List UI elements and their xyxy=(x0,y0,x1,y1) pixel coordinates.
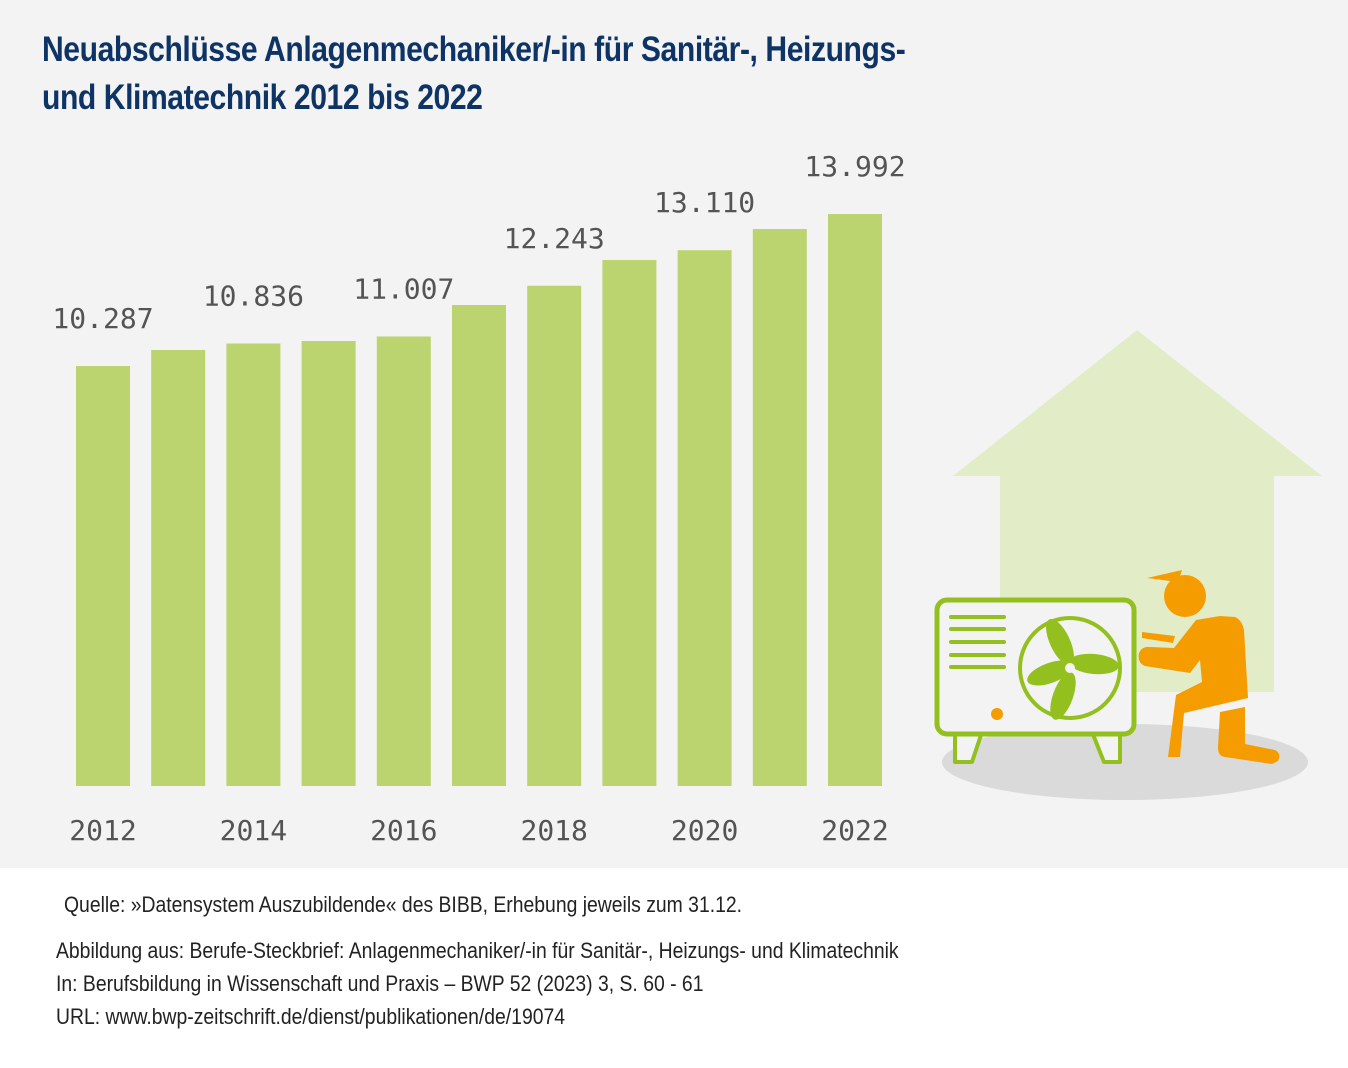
source-url: URL: www.bwp-zeitschrift.de/dienst/publi… xyxy=(56,1004,566,1029)
worker-icon xyxy=(1138,570,1280,764)
figure-reference: Abbildung aus: Berufe-Steckbrief: Anlage… xyxy=(56,938,899,963)
publication-reference: In: Berufsbildung in Wissenschaft und Pr… xyxy=(56,971,704,996)
heat-pump-illustration xyxy=(934,330,1322,800)
bar-2018 xyxy=(527,285,582,786)
value-label-2016: 11.007 xyxy=(353,272,454,305)
bar-2013 xyxy=(151,349,206,786)
chart-footer: Quelle: »Datensystem Auszubildende« des … xyxy=(56,888,1014,1033)
bar-2017 xyxy=(452,305,506,786)
value-label-2014: 10.836 xyxy=(203,279,304,312)
bar-2016 xyxy=(376,336,431,786)
chart-title-line-1: Neuabschlüsse Anlagenmechaniker/-in für … xyxy=(42,30,906,69)
value-label-2020: 13.110 xyxy=(654,186,755,219)
x-tick-label-2012: 2012 xyxy=(69,814,136,847)
x-tick-label-2020: 2020 xyxy=(671,814,738,847)
ground-shadow xyxy=(942,724,1308,800)
x-tick-label-2014: 2014 xyxy=(220,814,287,847)
bar-2020 xyxy=(677,250,732,786)
x-tick-labels-group: 2012 2014 2016 2018 2020 2022 xyxy=(69,814,888,847)
bar-2021 xyxy=(752,228,807,786)
bar-2014 xyxy=(226,343,281,786)
bar-2012 xyxy=(76,366,130,786)
bar-chart: 10.287 10.836 11.007 12.243 13.110 13.992 201… xyxy=(52,150,905,847)
bar-2019 xyxy=(602,260,657,786)
source-note: Quelle: »Datensystem Auszubildende« des … xyxy=(64,892,742,917)
bar-2022 xyxy=(828,214,882,786)
value-labels-group: 10.287 10.836 11.007 12.243 13.110 13.992 xyxy=(52,150,905,335)
x-tick-label-2016: 2016 xyxy=(370,814,437,847)
value-label-2018: 12.243 xyxy=(504,222,605,255)
chart-title: Neuabschlüsse Anlagenmechaniker/-in für … xyxy=(42,26,1143,122)
bars-group xyxy=(76,214,882,786)
fan-icon xyxy=(1027,618,1119,720)
value-label-2012: 10.287 xyxy=(52,302,153,335)
chart-title-line-2: und Klimatechnik 2012 bis 2022 xyxy=(42,78,483,117)
heat-pump-icon xyxy=(934,597,1137,764)
x-tick-label-2022: 2022 xyxy=(821,814,888,847)
x-tick-label-2018: 2018 xyxy=(520,814,587,847)
value-label-2022: 13.992 xyxy=(804,150,905,183)
bar-2015 xyxy=(301,340,356,786)
